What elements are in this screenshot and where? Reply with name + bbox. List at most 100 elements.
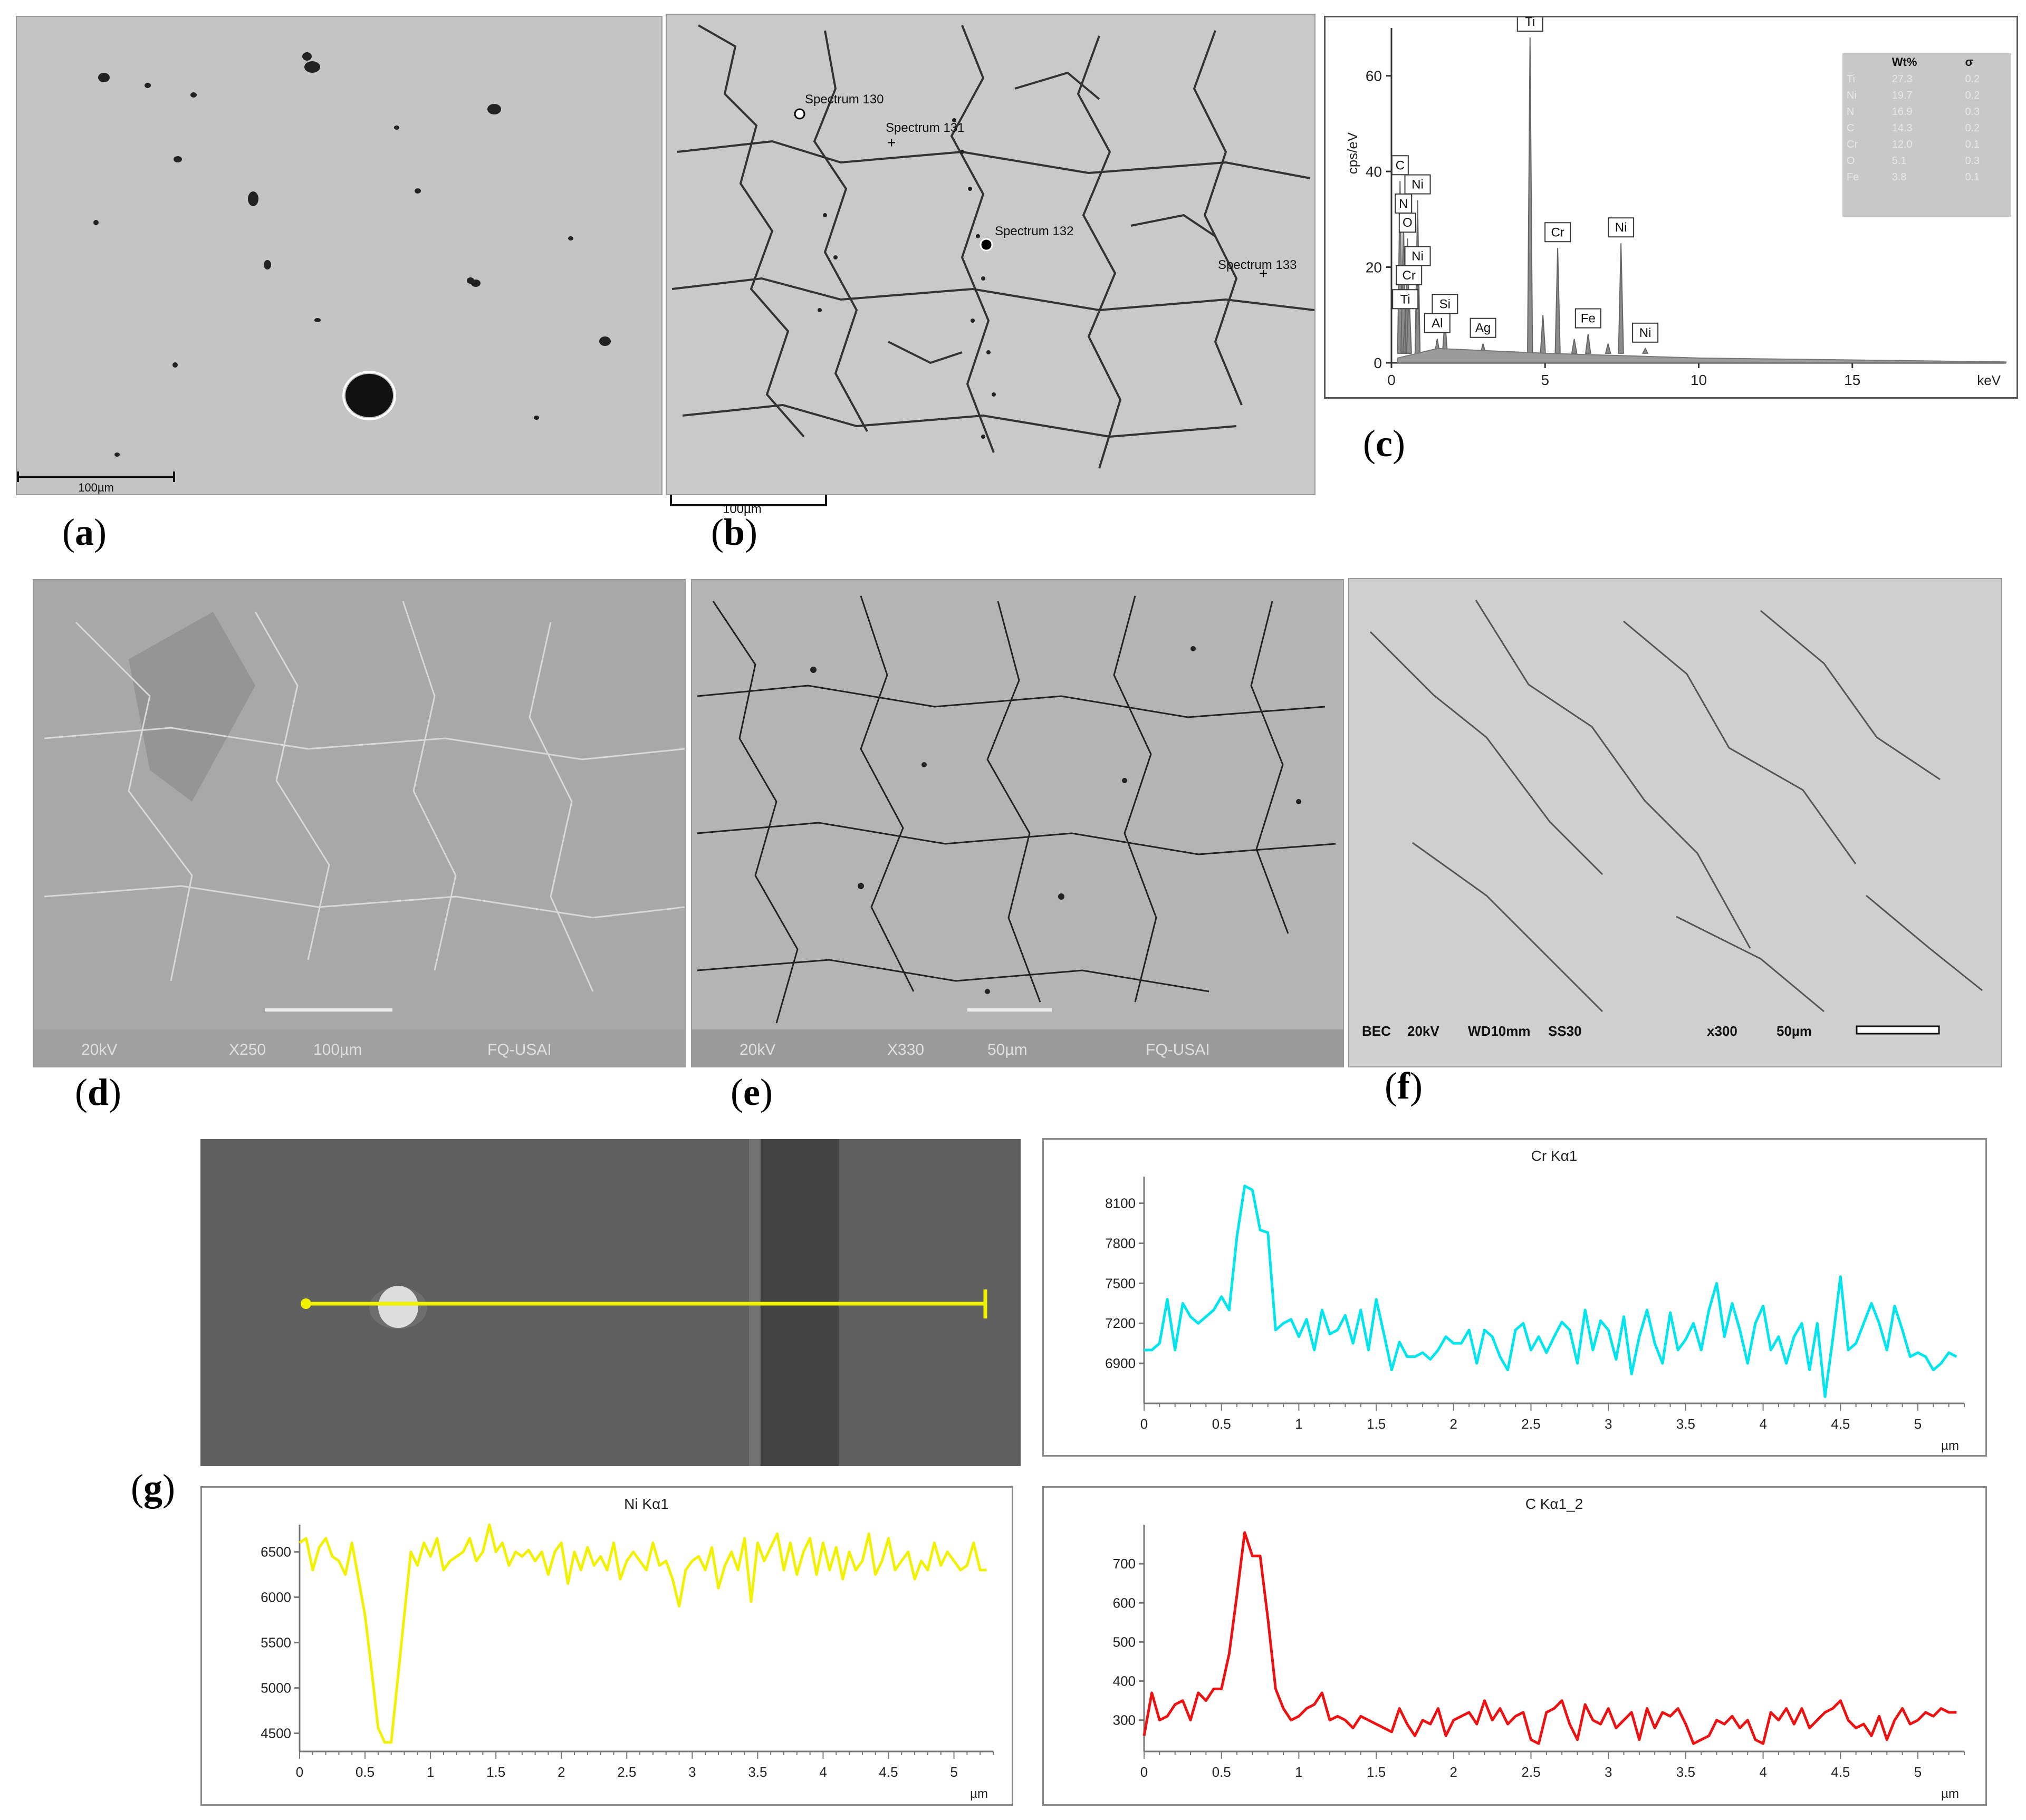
spectrum-markers: Spectrum 130 + Spectrum 131 Spectrum 132… — [794, 92, 1297, 282]
eds-header-wt: Wt% — [1891, 55, 1917, 69]
linescan-x-tick-label: 0 — [1140, 1416, 1148, 1432]
eds-peak — [1618, 243, 1624, 354]
linescan-y-tick-label: 400 — [1113, 1673, 1136, 1689]
linescan-title: C Kα1_2 — [1525, 1496, 1583, 1512]
ni-linescan-svg: Ni Kα1 4500 5000 5500 6000 6500 0 0.5 1 1.5 2 2.5 3 3… — [261, 1496, 994, 1801]
caption-e-letter: e — [743, 1071, 760, 1113]
scale-bar-a-label: 100µm — [78, 481, 114, 494]
linescan-y-tick-label: 500 — [1113, 1634, 1136, 1650]
scale-bar-a: 100µm — [17, 471, 175, 494]
eds-peak-label-box — [1398, 213, 1416, 233]
linescan-y-tick-label: 8100 — [1105, 1196, 1136, 1211]
eds-peak-label-box — [1396, 265, 1423, 285]
banner-f-mag: x300 — [1707, 1023, 1737, 1039]
eds-peak — [1554, 248, 1561, 354]
banner-f: BEC 20kV WD10mm SS30 x300 50µm — [1362, 1023, 1812, 1039]
cr-linescan-svg: Cr Kα1 6900 7200 7500 7800 8100 0 0.5 1 1.5 2 2.5 3 3… — [1105, 1148, 1965, 1453]
linescan-y-tick-label: 6500 — [261, 1544, 291, 1560]
eds-peak-label-box — [1404, 174, 1431, 195]
linescan-x-tick-label: 5 — [950, 1764, 957, 1780]
linescan-x-tick-label: 0.5 — [1212, 1416, 1231, 1432]
banner-f-mode: BEC — [1362, 1023, 1391, 1039]
eds-cell: 27.3 — [1891, 73, 1913, 85]
eds-peak — [1406, 291, 1412, 354]
carbide-particle — [378, 1286, 418, 1328]
eds-cell: 0.2 — [1965, 73, 1980, 85]
linescan-x-tick-label: 2 — [1450, 1416, 1457, 1432]
linescan-x-tick-label: 2.5 — [617, 1764, 636, 1780]
svg-text:+: + — [887, 134, 896, 151]
linescan-x-tick-label: 3.5 — [1676, 1764, 1695, 1780]
eds-peak-label-text: Ni — [1412, 249, 1424, 264]
banner-f-scale: 50µm — [1777, 1023, 1812, 1039]
linescan-y-tick-label: 700 — [1113, 1556, 1136, 1572]
linescan-y-tick-label: 300 — [1113, 1712, 1136, 1728]
eds-peak — [1585, 334, 1591, 354]
linescan-x-axis-label: µm — [1941, 1439, 1959, 1453]
spectrum-131-label: Spectrum 131 — [886, 121, 964, 135]
eds-peak-label-box — [1632, 322, 1659, 343]
eds-cell: Ni — [1847, 90, 1857, 101]
eds-background — [1397, 348, 2006, 363]
eds-composition-table: Wt% σ Ti 27.3 0.2 Ni 19.7 0.2 N 16.9 0.3 C 14.3… — [1842, 53, 2011, 217]
banner-f-wd: WD10mm — [1468, 1023, 1530, 1039]
eds-peak-label: Fe — [1574, 308, 1601, 329]
eds-peak — [1605, 343, 1611, 354]
spectrum-130-label: Spectrum 130 — [805, 92, 884, 107]
banner-e-kv: 20kV — [740, 1041, 775, 1058]
eds-peak-label-text: C — [1396, 158, 1405, 172]
banner-d-mag: X250 — [229, 1041, 266, 1058]
grain-boundaries-f — [1369, 600, 1983, 1013]
caption-g: (g) — [131, 1467, 175, 1509]
eds-header-sigma: σ — [1965, 55, 1973, 69]
eds-cell: 0.1 — [1965, 171, 1980, 183]
eds-peak-label: Si — [1432, 294, 1458, 314]
eds-peak-label: C — [1391, 155, 1409, 176]
linescan-y-tick-label: 7500 — [1105, 1275, 1136, 1291]
linescan-series-line — [1142, 1531, 1957, 1745]
eds-cell: C — [1847, 122, 1855, 134]
eds-cell: 19.7 — [1891, 90, 1913, 101]
eds-peak-label-box — [1544, 222, 1571, 243]
large-pore — [345, 374, 393, 417]
eds-peak-label-box — [1574, 308, 1601, 329]
eds-peak-label-box — [1392, 289, 1419, 310]
eds-cell: Fe — [1847, 171, 1859, 183]
eds-cell: Cr — [1847, 139, 1858, 150]
linescan-y-tick-label: 5500 — [261, 1635, 291, 1651]
sem-image-f-svg: BEC 20kV WD10mm SS30 x300 50µm — [1349, 579, 2001, 1066]
linescan-x-tick-label: 4 — [1759, 1416, 1766, 1432]
eds-peak-label-text: Ti — [1525, 17, 1535, 29]
eds-peak — [1641, 347, 1649, 354]
linescan-x-tick-label: 2 — [1450, 1764, 1457, 1780]
eds-x-tick-label: 5 — [1541, 372, 1549, 388]
spectrum-132-label: Spectrum 132 — [995, 224, 1073, 238]
sem-image-a: 100µm — [16, 16, 662, 495]
linescan-x-tick-label: 1 — [427, 1764, 434, 1780]
banner-d-scale: 100µm — [313, 1041, 362, 1058]
linescan-y-tick-label: 4500 — [261, 1726, 291, 1741]
eds-cell: 0.3 — [1965, 106, 1980, 118]
linescan-x-tick-label: 0 — [296, 1764, 303, 1780]
linescan-y-tick-label: 7200 — [1105, 1315, 1136, 1331]
linescan-x-tick-label: 3.5 — [1676, 1416, 1695, 1432]
precipitate-band — [818, 118, 996, 439]
caption-c-letter: c — [1375, 422, 1393, 465]
eds-peak-label-text: Ti — [1400, 292, 1410, 306]
svg-text:+: + — [1259, 265, 1268, 282]
eds-peak-label-text: N — [1399, 197, 1408, 211]
eds-peak-label-box — [1391, 155, 1409, 176]
eds-peak-label-box — [1516, 17, 1543, 32]
linescan-x-tick-label: 0.5 — [1212, 1764, 1231, 1780]
eds-peak-label-text: Ni — [1615, 220, 1627, 235]
linescan-y-tick-label: 7800 — [1105, 1235, 1136, 1251]
eds-peak-label-text: Ag — [1475, 321, 1491, 335]
banner-d-lab: FQ-USAI — [487, 1041, 552, 1058]
spectrum-132-marker: Spectrum 132 — [980, 224, 1073, 252]
linescan-y-tick-label: 6900 — [1105, 1355, 1136, 1371]
banner-e-lab: FQ-USAI — [1146, 1041, 1210, 1058]
caption-d: (d) — [75, 1071, 122, 1113]
eds-peak-label: Cr — [1396, 265, 1423, 285]
eds-table-header: Wt% σ — [1842, 53, 2011, 71]
